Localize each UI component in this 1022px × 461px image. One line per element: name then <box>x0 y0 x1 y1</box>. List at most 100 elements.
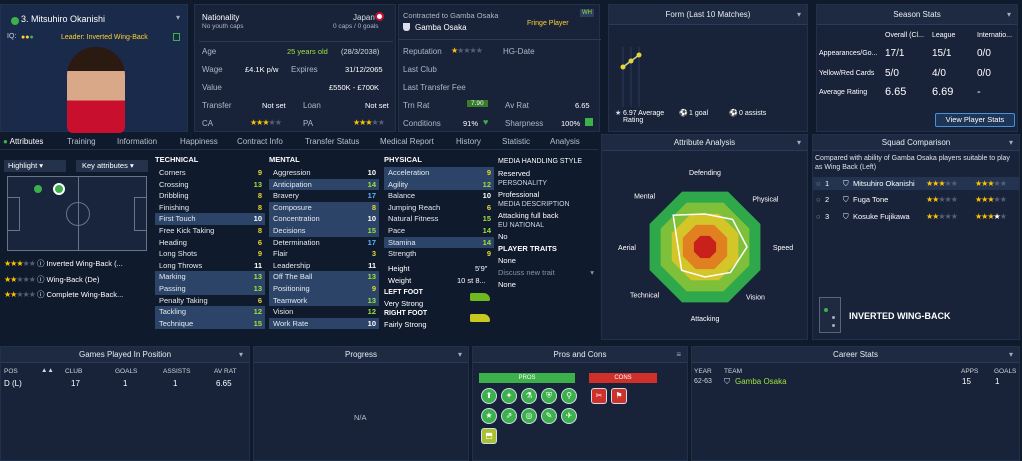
squad-row[interactable]: ○ 2 ⛉ Fuga Tone ★★★★★ ★★★★★ <box>816 195 1007 204</box>
attribute-value: 6 <box>257 237 262 247</box>
attribute-row[interactable]: Anticipation 14 <box>269 178 379 191</box>
key-attributes-dropdown[interactable]: Key attributes ▾ <box>76 160 148 172</box>
role-row[interactable]: ★★★★★ ⓘ Wing-Back (De) <box>4 275 100 284</box>
attribute-row[interactable]: Off The Ball 13 <box>269 271 379 283</box>
attribute-pro-icon[interactable]: ⬒ <box>481 428 497 444</box>
chevron-down-icon[interactable]: ▾ <box>1008 350 1013 359</box>
attribute-row[interactable]: Tackling 12 <box>155 306 265 318</box>
attribute-con-icon[interactable]: ⚑ <box>611 388 627 404</box>
expires-label: Expires <box>291 65 318 74</box>
attribute-row[interactable]: Decisions 15 <box>269 224 379 237</box>
attribute-row[interactable]: Penalty Taking 6 <box>155 295 265 307</box>
attribute-row[interactable]: Pace 14 <box>384 225 494 237</box>
attribute-pro-icon[interactable]: ✦ <box>501 388 517 404</box>
attribute-row[interactable]: Determination 17 <box>269 237 379 249</box>
attribute-pro-icon[interactable]: ⬆ <box>481 388 497 404</box>
col-goals: GOALS <box>115 368 138 375</box>
pros-cons-header[interactable]: Pros and Cons ≡ <box>473 347 687 363</box>
tab-contract-info[interactable]: Contract Info <box>237 137 283 146</box>
tab-medical-report[interactable]: Medical Report <box>380 137 434 146</box>
attribute-row[interactable]: Passing 13 <box>155 282 265 295</box>
attribute-pro-icon[interactable]: ⚗ <box>521 388 537 404</box>
tab-analysis[interactable]: Analysis <box>550 137 580 146</box>
chevron-down-icon[interactable]: ▾ <box>457 350 462 359</box>
attribute-row[interactable]: Teamwork 13 <box>269 294 379 307</box>
chevron-down-icon[interactable]: ▾ <box>1008 138 1013 147</box>
attribute-row[interactable]: Long Throws 11 <box>155 260 265 272</box>
attribute-row[interactable]: Long Shots 9 <box>155 248 265 260</box>
tab-information[interactable]: Information <box>117 137 158 146</box>
tab-transfer-status[interactable]: Transfer Status <box>305 137 360 146</box>
attribute-analysis-header[interactable]: Attribute Analysis ▾ <box>602 135 807 151</box>
career-stats-header[interactable]: Career Stats ▾ <box>692 347 1019 363</box>
attribute-value: 12 <box>367 307 376 317</box>
lines-icon[interactable]: ≡ <box>676 350 681 359</box>
attribute-row[interactable]: Technique 15 <box>155 317 265 330</box>
attribute-pro-icon[interactable]: ⚲ <box>561 388 577 404</box>
attribute-row[interactable]: Balance 10 <box>384 190 494 202</box>
attribute-con-icon[interactable]: ✂ <box>591 388 607 404</box>
attribute-label: Finishing <box>159 202 190 212</box>
attribute-row[interactable]: Flair 3 <box>269 248 379 260</box>
progress-header[interactable]: Progress ▾ <box>254 347 468 363</box>
attribute-row[interactable]: First Touch 10 <box>155 213 265 225</box>
view-player-stats-button[interactable]: View Player Stats <box>935 113 1015 127</box>
attribute-row[interactable]: Marking 13 <box>155 271 265 283</box>
attribute-row[interactable]: Aggression 10 <box>269 167 379 179</box>
squad-row[interactable]: ○ 1 ⛉ Mitsuhiro Okanishi ★★★★★ ★★★★★ <box>813 177 1019 190</box>
attribute-row[interactable]: Acceleration 9 <box>384 167 494 179</box>
squad-comparison-header[interactable]: Squad Comparison ▾ <box>813 135 1019 151</box>
games-played-header[interactable]: Games Played In Position ▾ <box>1 347 249 363</box>
attribute-row[interactable]: Stamina 14 <box>384 236 494 249</box>
chevron-down-icon[interactable]: ▾ <box>796 138 801 147</box>
chevron-down-icon[interactable]: ▾ <box>796 10 801 19</box>
attribute-row[interactable]: Jumping Reach 6 <box>384 202 494 214</box>
attribute-value: 17 <box>367 191 376 201</box>
attribute-row[interactable]: Heading 6 <box>155 237 265 249</box>
highlight-dropdown[interactable]: Highlight ▾ <box>4 160 66 172</box>
career-team[interactable]: Gamba Osaka <box>735 377 787 386</box>
chevron-down-icon[interactable]: ▾ <box>176 13 181 22</box>
attribute-pro-icon[interactable]: ★ <box>481 408 497 424</box>
attribute-row[interactable]: Leadership 11 <box>269 260 379 272</box>
attribute-row[interactable]: Natural Fitness 15 <box>384 213 494 225</box>
role-label: Leader: Inverted Wing-Back <box>61 34 148 41</box>
attribute-row[interactable]: Positioning 9 <box>269 282 379 295</box>
sort-icon[interactable]: ▲▲ <box>41 367 54 374</box>
attribute-pro-icon[interactable]: ✈ <box>561 408 577 424</box>
tab-happiness[interactable]: Happiness <box>180 137 218 146</box>
attribute-row[interactable]: Corners 9 <box>155 167 265 179</box>
attribute-pro-icon[interactable]: ◎ <box>521 408 537 424</box>
chevron-down-icon[interactable]: ▾ <box>238 350 243 359</box>
attribute-row[interactable]: Concentration 10 <box>269 213 379 225</box>
attribute-row[interactable]: Dribbling 8 <box>155 190 265 202</box>
clipboard-icon[interactable] <box>173 33 180 41</box>
tab-attributes[interactable]: ● Attributes <box>3 137 44 146</box>
attribute-pro-icon[interactable]: ⇗ <box>501 408 517 424</box>
attribute-row[interactable]: Vision 12 <box>269 306 379 318</box>
club-badge-icon <box>403 23 410 31</box>
attribute-row[interactable]: Agility 12 <box>384 178 494 191</box>
attribute-label: Off The Ball <box>273 272 313 282</box>
tab-training[interactable]: Training <box>67 137 96 146</box>
form-header[interactable]: Form (Last 10 Matches) ▾ <box>609 5 807 25</box>
squad-status: Fringe Player <box>527 20 569 27</box>
attribute-row[interactable]: Finishing 8 <box>155 202 265 214</box>
role-row[interactable]: ★★★★★ ⓘ Complete Wing-Back... <box>4 290 124 299</box>
season-stats-header[interactable]: Season Stats ▾ <box>817 5 1017 25</box>
wh-badge[interactable]: WH <box>580 9 594 17</box>
attribute-row[interactable]: Bravery 17 <box>269 190 379 202</box>
attribute-row[interactable]: Free Kick Taking 8 <box>155 225 265 237</box>
attribute-row[interactable]: Composure 8 <box>269 201 379 214</box>
attribute-pro-icon[interactable]: ✎ <box>541 408 557 424</box>
attribute-pro-icon[interactable]: ⛨ <box>541 388 557 404</box>
attribute-row[interactable]: Crossing 13 <box>155 179 265 191</box>
role-row[interactable]: ★★★★★ ⓘ Inverted Wing-Back (... <box>4 259 123 268</box>
squad-row[interactable]: ○ 3 ⛉ Kosuke Fujikawa ★★★★★ ★★★★★ <box>816 212 1007 221</box>
chevron-down-icon[interactable]: ▾ <box>1006 10 1011 19</box>
attribute-row[interactable]: Work Rate 10 <box>269 317 379 330</box>
attribute-row[interactable]: Strength 9 <box>384 248 494 260</box>
discuss-trait-dropdown[interactable]: Discuss new trait ▾ <box>498 268 594 277</box>
tab-statistic[interactable]: Statistic <box>502 137 531 146</box>
tab-history[interactable]: History <box>456 137 481 146</box>
